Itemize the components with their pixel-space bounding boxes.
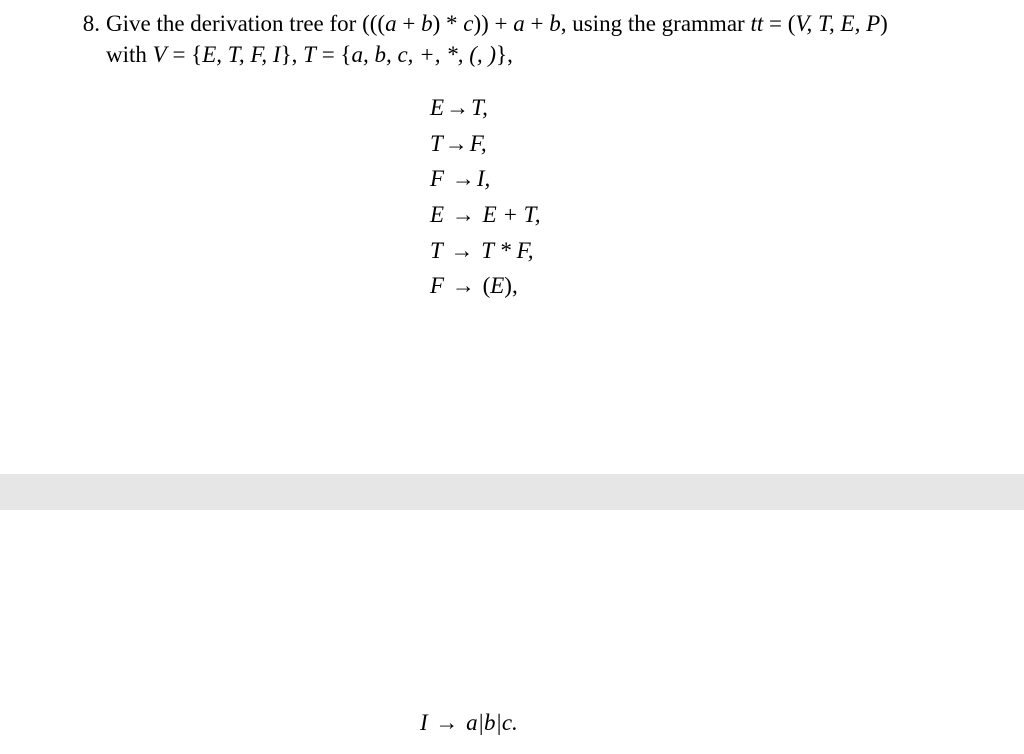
v-set: E, T, F, I [202,42,280,67]
rule-rhs: I, [477,166,490,191]
problem-line-1: 8.Give the derivation tree for (((a + b)… [72,8,984,39]
text: Give the derivation tree for [106,11,362,36]
expression: (((a + b) * c)) + a + b [362,11,561,36]
arrow-icon: → [444,90,471,126]
rule-rhs: T * F, [481,238,533,263]
rule-lhs: T [430,131,443,156]
rule-lhs: F [430,166,444,191]
t-set: a, b, c, +, *, (, ) [351,42,496,67]
text: }, [496,42,513,67]
arrow-icon: → [433,710,460,736]
grammar-tuple: V, T, E, P [795,11,880,36]
arrow-icon: → [450,161,477,197]
rule-lhs: E [430,202,444,227]
separator-band [0,474,1024,510]
rule-rhs: (E), [483,273,518,298]
arrow-icon: → [450,268,477,304]
arrow-icon: → [449,233,476,269]
text: = { [167,42,203,67]
rule-lhs: F [430,273,444,298]
rule-rhs: T, [471,95,488,120]
text: with [106,42,153,67]
grammar-name: tt [750,11,763,36]
text: ) [880,11,888,36]
t-label: T [303,42,316,67]
text: }, [281,42,304,67]
problem-statement: 8.Give the derivation tree for (((a + b)… [72,8,984,70]
rule-lhs: T [430,238,443,263]
rule: F →I, [430,161,540,197]
text: = { [316,42,352,67]
arrow-icon: → [443,126,470,162]
v-label: V [153,42,167,67]
page: 8.Give the derivation tree for (((a + b)… [0,0,1024,754]
rule-lhs: E [430,95,444,120]
rule: E→T, [430,90,540,126]
rule-rhs: a|b|c. [466,710,518,735]
rule: T→F, [430,126,540,162]
problem-line-2: with V = {E, T, F, I}, T = {a, b, c, +, … [72,39,984,70]
rule-rhs: F, [470,131,487,156]
rule: E → E + T, [430,197,540,233]
rule-rhs: E + T, [483,202,541,227]
text: = ( [763,11,795,36]
arrow-icon: → [450,197,477,233]
production-rules: E→T, T→F, F →I, E → E + T, T → T * F, F … [430,90,540,304]
problem-number: 8. [72,8,100,39]
rule-lhs: I [420,710,428,735]
rule: F → (E), [430,268,540,304]
bottom-rule: I → a|b|c. [420,710,518,736]
text: , using the grammar [561,11,751,36]
rule: T → T * F, [430,233,540,269]
